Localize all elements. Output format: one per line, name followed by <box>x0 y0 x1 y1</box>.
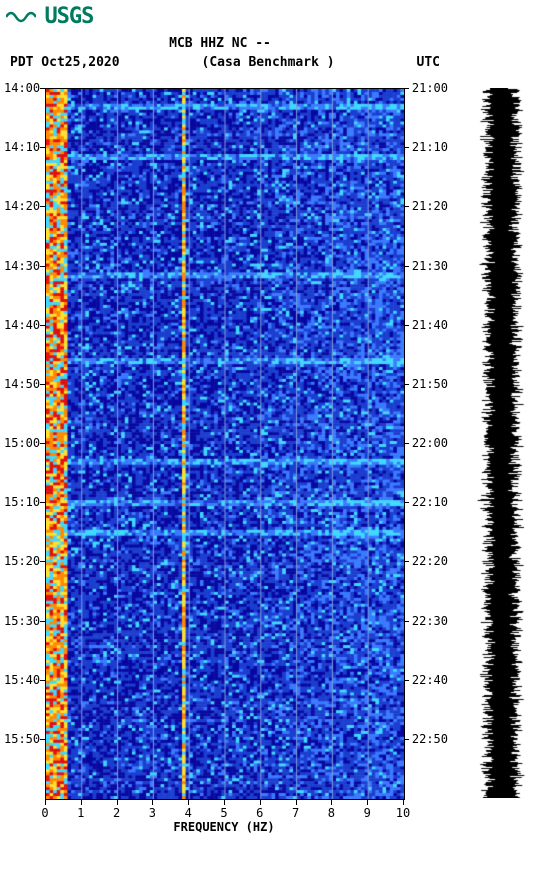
freq-tick-label: 0 <box>41 806 48 820</box>
utc-tick-label: 22:50 <box>412 732 448 746</box>
pdt-tick-label: 15:20 <box>4 554 40 568</box>
freq-tick-label: 4 <box>185 806 192 820</box>
pdt-tick-label: 15:00 <box>4 436 40 450</box>
xaxis-title: FREQUENCY (HZ) <box>45 820 403 834</box>
pdt-tick-label: 15:40 <box>4 673 40 687</box>
tz-right: UTC <box>417 55 440 70</box>
station-name: (Casa Benchmark ) <box>202 55 335 70</box>
utc-tick-label: 21:40 <box>412 318 448 332</box>
freq-tick-label: 7 <box>292 806 299 820</box>
freq-tick-label: 9 <box>364 806 371 820</box>
pdt-tick-label: 14:00 <box>4 81 40 95</box>
pdt-tick-label: 14:50 <box>4 377 40 391</box>
freq-tick-label: 10 <box>396 806 410 820</box>
utc-tick-label: 22:40 <box>412 673 448 687</box>
usgs-logo: USGS <box>6 4 93 29</box>
pdt-tick-label: 14:40 <box>4 318 40 332</box>
pdt-tick-label: 14:10 <box>4 140 40 154</box>
utc-time-axis: 21:0021:1021:2021:3021:4021:5022:0022:10… <box>408 88 448 798</box>
pdt-tick-label: 14:30 <box>4 259 40 273</box>
freq-tick-label: 5 <box>220 806 227 820</box>
freq-tick-label: 8 <box>328 806 335 820</box>
utc-tick-label: 21:30 <box>412 259 448 273</box>
freq-tick-label: 1 <box>77 806 84 820</box>
pdt-tick-label: 14:20 <box>4 199 40 213</box>
utc-tick-label: 22:10 <box>412 495 448 509</box>
freq-tick-label: 6 <box>256 806 263 820</box>
spectrogram <box>45 88 405 800</box>
freq-tick-label: 2 <box>113 806 120 820</box>
utc-tick-label: 21:50 <box>412 377 448 391</box>
pdt-tick-label: 15:50 <box>4 732 40 746</box>
spectrogram-canvas <box>46 89 404 799</box>
utc-tick-label: 21:20 <box>412 199 448 213</box>
utc-tick-label: 22:20 <box>412 554 448 568</box>
freq-tick-label: 3 <box>149 806 156 820</box>
utc-tick-label: 21:10 <box>412 140 448 154</box>
waveform-canvas <box>465 88 540 798</box>
utc-tick-label: 22:00 <box>412 436 448 450</box>
utc-tick-label: 22:30 <box>412 614 448 628</box>
waveform <box>465 88 540 798</box>
tz-left: PDT Oct25,2020 <box>10 55 120 70</box>
header-sub: PDT Oct25,2020 (Casa Benchmark ) UTC <box>10 55 440 70</box>
station-line: MCB HHZ NC -- <box>0 36 440 51</box>
usgs-logo-text: USGS <box>44 4 93 29</box>
utc-tick-label: 21:00 <box>412 81 448 95</box>
pdt-tick-label: 15:30 <box>4 614 40 628</box>
pdt-time-axis: 14:0014:1014:2014:3014:4014:5015:0015:10… <box>4 88 44 798</box>
pdt-tick-label: 15:10 <box>4 495 40 509</box>
